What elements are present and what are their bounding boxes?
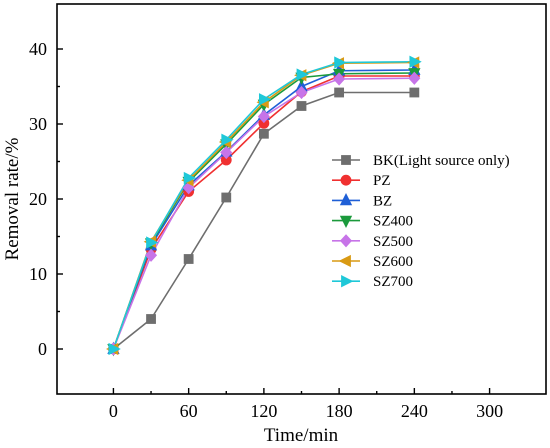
legend-marker [340,174,352,186]
legend-label: SZ400 [373,214,413,230]
legend-entry: BK(Light source only) [332,153,510,169]
y-tick-label: 20 [29,189,47,209]
data-point [146,236,159,249]
x-tick-label: 240 [401,401,428,421]
legend-marker [341,275,354,288]
legend-marker [339,215,353,228]
data-point [144,248,158,262]
data-point [221,192,232,203]
x-axis-title: Time/min [264,425,339,446]
data-point [258,93,272,106]
data-point [334,56,347,69]
data-point [258,128,269,139]
series-line-bk-light-source-only- [112,91,415,350]
data-point [146,314,156,324]
legend-label: PZ [373,173,391,189]
legend-entry: SZ700 [332,274,413,290]
legend-label: BZ [373,193,392,209]
series-markers [106,55,422,357]
data-point [221,133,234,146]
y-tick-label: 30 [29,114,47,134]
data-point [295,85,308,100]
legend-label: SZ700 [373,274,413,290]
y-tick-label: 40 [29,39,47,59]
data-point [257,109,270,124]
legend-marker [338,254,351,268]
series-line-sz500 [112,77,415,350]
series-lines [112,60,415,350]
data-point [220,145,233,160]
legend-entry: SZ500 [332,234,413,250]
legend-entry: BZ [332,193,392,209]
data-point [296,101,307,111]
data-point [296,68,309,81]
y-tick-label: 10 [29,264,47,284]
x-tick-label: 300 [476,401,503,421]
data-point [183,171,197,185]
series-line-sz700 [112,60,415,350]
legend-entry: PZ [332,173,391,189]
x-tick-label: 180 [326,401,353,421]
y-axis-title: Removal rate/% [2,137,23,260]
data-point [333,72,346,86]
data-point [183,254,194,264]
legend-label: SZ600 [373,254,413,270]
legend-marker [339,193,353,206]
legend: BK(Light source only) PZ BZ SZ400 SZ500 SZ600… [332,153,510,290]
legend-entry: SZ600 [332,254,413,270]
legend-label: SZ500 [373,234,413,250]
x-axis-ticks: 0 60 120 180 240 300 [109,388,503,421]
y-tick-label: 0 [38,339,47,359]
legend-marker [341,155,351,165]
series-line-pz [112,75,415,350]
legend-entry: SZ400 [332,214,413,230]
data-point [108,342,121,356]
data-point [334,87,345,98]
legend-label: BK(Light source only) [373,153,510,169]
data-point [409,55,422,68]
x-tick-label: 120 [250,401,277,421]
x-tick-label: 0 [109,401,118,421]
x-tick-label: 60 [180,401,198,421]
legend-marker [339,234,353,248]
y-axis-ticks: 0 10 20 30 40 [29,39,63,359]
data-point [408,71,421,85]
data-point [409,87,420,98]
series-line-bz [112,69,415,350]
